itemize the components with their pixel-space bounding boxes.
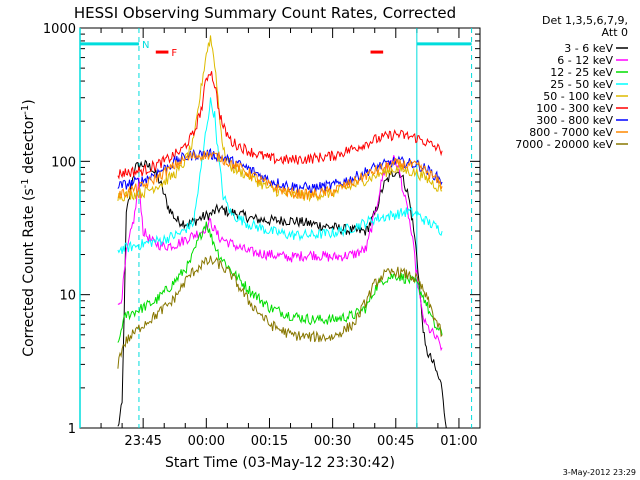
series-group xyxy=(117,35,447,429)
x-tick-label: 00:15 xyxy=(251,434,288,449)
timestamp-label: 3-May-2012 23:29 xyxy=(563,468,636,477)
y-axis: 1 10 100 1000 xyxy=(43,22,480,437)
legend-label: 12 - 25 keV xyxy=(550,66,613,79)
annotations: NF xyxy=(79,28,473,428)
series-line-5 xyxy=(117,71,443,180)
legend-label: 100 - 300 keV xyxy=(536,102,613,115)
y-axis-label-sup-2: -1 xyxy=(20,105,31,115)
x-axis-label: Start Time (03-May-12 23:30:42) xyxy=(165,455,395,471)
x-axis: 23:45 00:00 00:15 00:30 00:45 01:00 xyxy=(100,28,478,449)
series-line-4 xyxy=(117,35,443,203)
annotation-label: N xyxy=(142,40,149,51)
legend-label: 50 - 100 keV xyxy=(543,90,613,103)
x-tick-label: 00:00 xyxy=(188,434,225,449)
series-line-1 xyxy=(117,155,443,352)
x-tick-label: 00:30 xyxy=(314,434,351,449)
legend-label: 6 - 12 keV xyxy=(557,54,613,67)
legend-header: Att 0 xyxy=(602,26,628,39)
y-axis-label-main: Corrected Count Rate (s xyxy=(21,188,37,356)
y-axis-label-mid: detector xyxy=(21,115,37,179)
y-axis-label-sup-1: -1 xyxy=(20,178,31,188)
legend-label: 25 - 50 keV xyxy=(550,78,613,91)
annotation-label: F xyxy=(171,48,177,59)
series-line-7 xyxy=(117,150,443,200)
x-tick-label: 00:45 xyxy=(377,434,414,449)
series-line-0 xyxy=(117,159,447,429)
legend-label: 800 - 7000 keV xyxy=(529,126,613,139)
y-tick-label: 10 xyxy=(59,289,76,304)
legend-label: 3 - 6 keV xyxy=(564,42,613,55)
chart-title: HESSI Observing Summary Count Rates, Cor… xyxy=(74,4,456,22)
plot-frame xyxy=(79,27,481,429)
legend-header: Det 1,3,5,6,7,9, xyxy=(542,14,628,27)
series-line-3 xyxy=(117,97,443,254)
x-tick-label: 01:00 xyxy=(440,434,477,449)
series-line-8 xyxy=(117,255,443,369)
series-line-2 xyxy=(117,221,443,343)
y-tick-label: 1000 xyxy=(43,22,76,37)
y-tick-label: 100 xyxy=(51,155,76,170)
y-axis-label-end: ) xyxy=(21,99,37,104)
y-tick-label: 1 xyxy=(68,422,76,437)
legend-label: 7000 - 20000 keV xyxy=(515,138,613,151)
x-tick-label: 23:45 xyxy=(124,434,161,449)
legend-label: 300 - 800 keV xyxy=(536,114,613,127)
y-axis-label: Corrected Count Rate (s-1 detector-1) xyxy=(20,99,38,356)
